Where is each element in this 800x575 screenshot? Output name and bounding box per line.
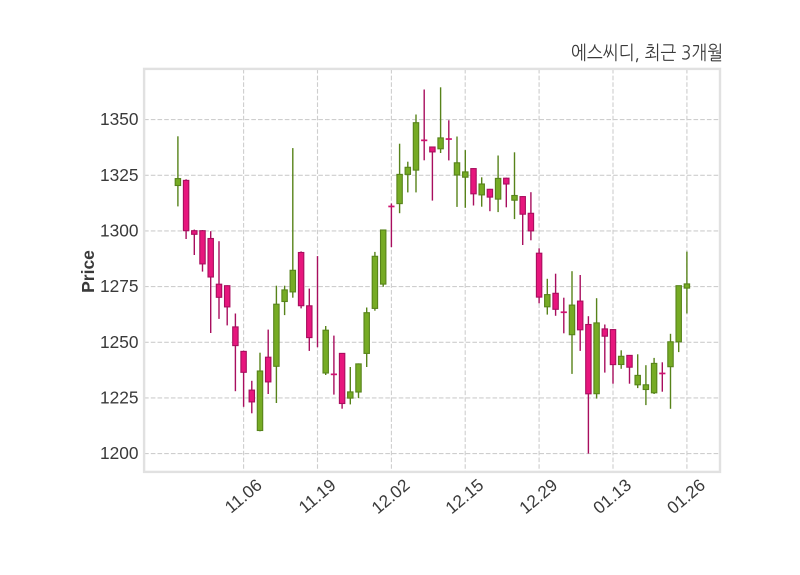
svg-text:1275: 1275 [100,276,138,296]
svg-text:Price: Price [78,250,98,293]
svg-text:1350: 1350 [100,109,138,129]
svg-text:1300: 1300 [100,221,138,241]
svg-text:1325: 1325 [100,165,138,185]
svg-text:1250: 1250 [100,332,138,352]
svg-text:1225: 1225 [100,388,138,408]
svg-text:1200: 1200 [100,443,138,463]
